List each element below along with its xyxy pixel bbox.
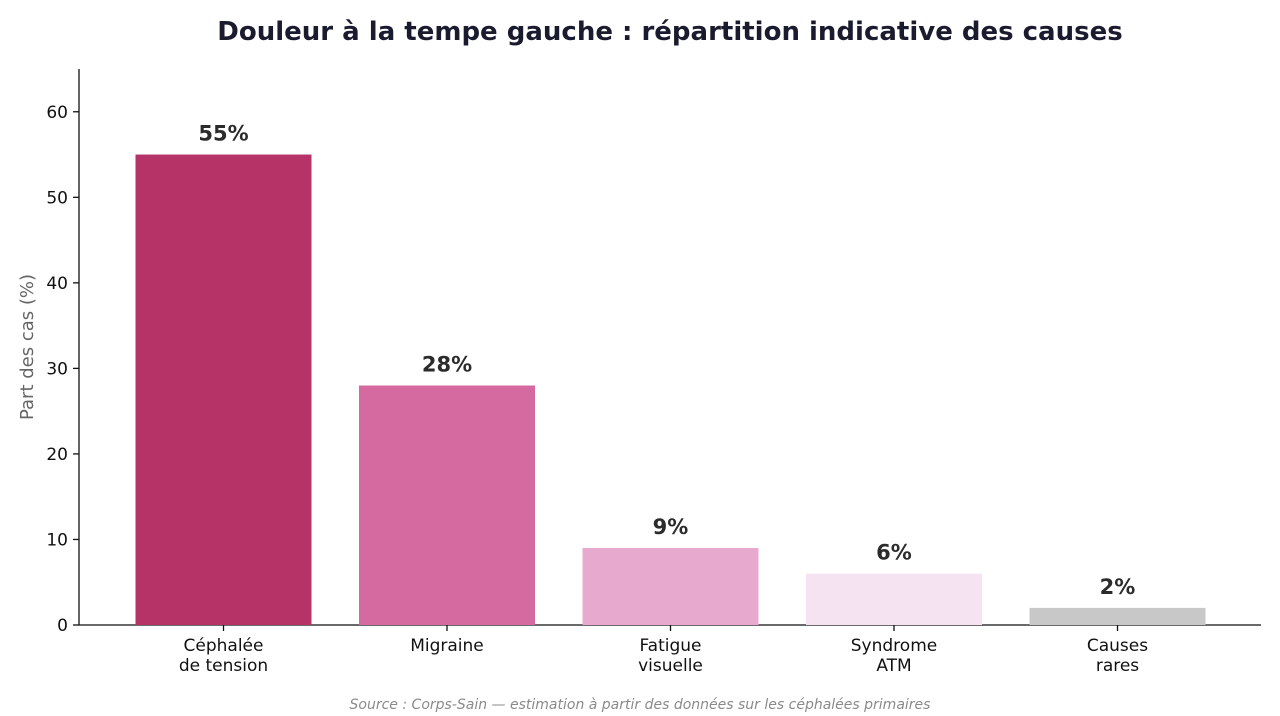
x-tick-label: rares: [1096, 656, 1139, 676]
bar: [806, 573, 982, 625]
bar: [359, 385, 535, 625]
source-note: Source : Corps-Sain — estimation à parti…: [350, 697, 931, 713]
x-tick-label: visuelle: [638, 656, 703, 676]
bar: [135, 154, 312, 626]
x-tick-label: ATM: [876, 656, 911, 676]
bar-value-label: 9%: [653, 515, 689, 539]
bar-value-label: 6%: [876, 541, 912, 565]
bar-value-label: 2%: [1100, 575, 1136, 599]
y-tick-label: 0: [57, 616, 68, 636]
bar: [1029, 607, 1206, 625]
y-tick-label: 40: [46, 274, 68, 294]
y-tick-label: 30: [46, 359, 68, 379]
y-tick-label: 50: [46, 188, 68, 208]
x-tick-label: Fatigue: [639, 636, 701, 656]
x-tick-label: Causes: [1087, 636, 1148, 656]
bar-value-label: 28%: [422, 352, 472, 376]
y-tick-label: 10: [46, 530, 68, 550]
x-tick-label: Céphalée: [184, 636, 264, 656]
bar: [582, 548, 759, 625]
y-tick-label: 60: [46, 103, 68, 123]
bar-value-label: 55%: [198, 122, 248, 146]
chart-title: Douleur à la tempe gauche : répartition …: [217, 17, 1122, 47]
x-tick-label: Syndrome: [851, 636, 937, 656]
y-tick-label: 20: [46, 445, 68, 465]
x-tick-label: Migraine: [410, 636, 484, 656]
y-axis-label: Part des cas (%): [17, 274, 38, 420]
x-tick-label: de tension: [179, 656, 268, 676]
